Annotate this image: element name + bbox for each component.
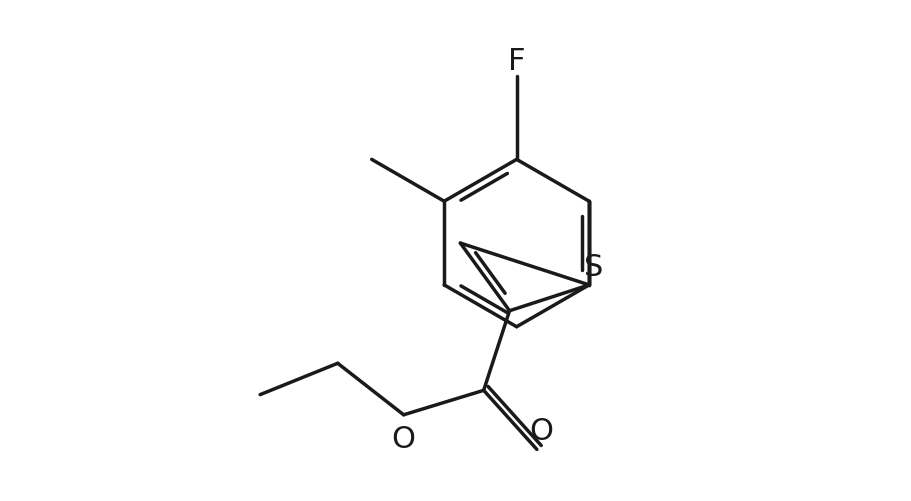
Text: S: S	[583, 253, 602, 282]
Text: F: F	[507, 47, 525, 76]
Text: O: O	[528, 417, 552, 445]
Text: O: O	[391, 424, 415, 453]
